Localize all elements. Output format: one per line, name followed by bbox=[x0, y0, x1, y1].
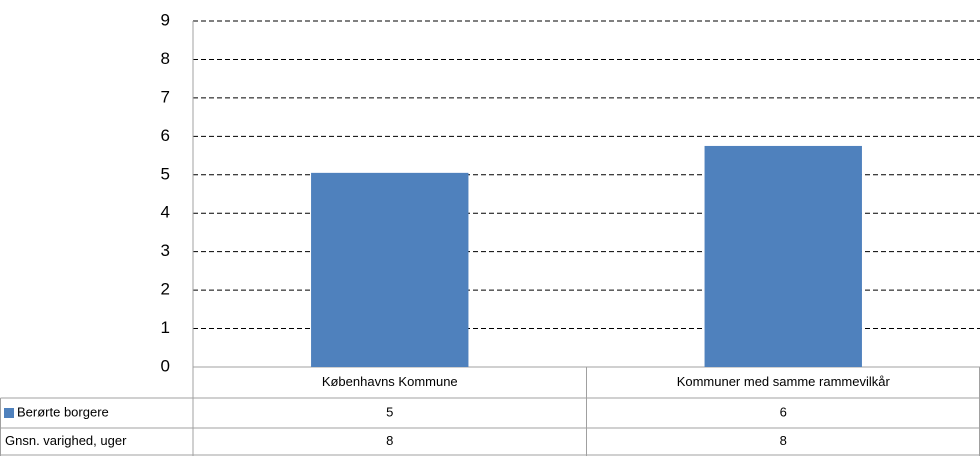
y-tick-label: 1 bbox=[161, 318, 170, 337]
y-tick-label: 9 bbox=[161, 10, 170, 29]
table-value: 5 bbox=[386, 404, 393, 419]
legend-label: Berørte borgere bbox=[17, 404, 109, 419]
table-value: 8 bbox=[386, 433, 393, 448]
y-tick-label: 2 bbox=[161, 280, 170, 299]
bar bbox=[704, 145, 862, 367]
y-tick-label: 3 bbox=[161, 241, 170, 260]
x-tick-label: Kommuner med samme rammevilkår bbox=[677, 374, 891, 389]
y-tick-label: 0 bbox=[161, 356, 170, 375]
bar bbox=[311, 172, 469, 367]
y-tick-label: 7 bbox=[161, 87, 170, 106]
y-tick-label: 6 bbox=[161, 126, 170, 145]
x-tick-label: Københavns Kommune bbox=[322, 374, 458, 389]
legend-swatch bbox=[4, 408, 14, 418]
table-row-label: Gnsn. varighed, uger bbox=[5, 433, 127, 448]
y-tick-label: 8 bbox=[161, 49, 170, 68]
table-value: 8 bbox=[780, 433, 787, 448]
y-tick-label: 5 bbox=[161, 164, 170, 183]
table-value: 6 bbox=[780, 404, 787, 419]
y-tick-label: 4 bbox=[161, 203, 170, 222]
